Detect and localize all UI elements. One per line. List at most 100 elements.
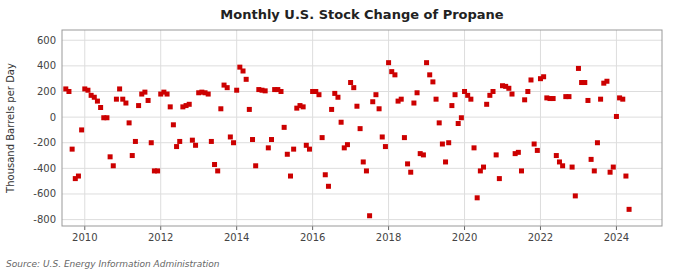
x-tick-label: 2024 <box>604 232 629 243</box>
point <box>554 153 559 158</box>
point <box>481 165 486 170</box>
point <box>253 163 258 168</box>
point <box>291 147 296 152</box>
point <box>620 97 625 102</box>
point <box>326 184 331 189</box>
point <box>316 92 321 97</box>
point <box>136 103 141 108</box>
point <box>551 96 556 101</box>
point <box>408 170 413 175</box>
y-tick-label: 600 <box>37 35 56 46</box>
point <box>472 145 477 150</box>
point <box>449 103 454 108</box>
point <box>516 150 521 155</box>
point <box>592 168 597 173</box>
point <box>380 134 385 139</box>
point <box>95 99 100 104</box>
point <box>437 120 442 125</box>
x-tick-label: 2014 <box>224 232 249 243</box>
point <box>402 135 407 140</box>
point <box>301 104 306 109</box>
point <box>598 97 603 102</box>
point <box>595 140 600 145</box>
point <box>345 142 350 147</box>
x-grid-line <box>312 30 313 226</box>
point <box>405 161 410 166</box>
x-tick-label: 2016 <box>300 232 325 243</box>
point <box>354 104 359 109</box>
x-grid-line <box>616 30 617 226</box>
point <box>608 170 613 175</box>
point <box>392 72 397 77</box>
y-grid-line <box>62 193 662 194</box>
chart: -800-600-400-200020040060020102012201420… <box>0 0 675 275</box>
point <box>168 104 173 109</box>
point <box>307 147 312 152</box>
y-tick-label: -600 <box>33 188 56 199</box>
point <box>623 174 628 179</box>
y-tick-label: 200 <box>37 86 56 97</box>
point <box>193 143 198 148</box>
point <box>335 95 340 100</box>
y-tick-label: 400 <box>37 60 56 71</box>
point <box>70 147 75 152</box>
point <box>383 144 388 149</box>
y-grid-line <box>62 219 662 220</box>
point <box>209 139 214 144</box>
point <box>269 137 274 142</box>
point <box>149 140 154 145</box>
point <box>627 207 632 212</box>
point <box>475 195 480 200</box>
point <box>506 86 511 91</box>
x-tick-mark <box>388 226 389 230</box>
x-grid-line <box>540 30 541 226</box>
point <box>206 92 211 97</box>
point <box>247 107 252 112</box>
point <box>522 97 527 102</box>
point <box>66 89 71 94</box>
plot-frame <box>62 30 662 226</box>
point <box>494 152 499 157</box>
point <box>453 92 458 97</box>
point <box>263 88 268 93</box>
point <box>79 127 84 132</box>
point <box>329 107 334 112</box>
point <box>117 86 122 91</box>
point <box>585 98 590 103</box>
y-tick-label: 0 <box>50 112 56 123</box>
x-tick-label: 2020 <box>452 232 477 243</box>
point <box>491 89 496 94</box>
x-tick-mark <box>236 226 237 230</box>
point <box>373 92 378 97</box>
y-grid-line <box>62 91 662 92</box>
x-grid-line <box>464 30 465 226</box>
point <box>282 125 287 130</box>
point <box>266 145 271 150</box>
x-tick-label: 2022 <box>528 232 553 243</box>
point <box>155 168 160 173</box>
y-tick-label: -800 <box>33 214 56 225</box>
point <box>339 120 344 125</box>
y-grid-line <box>62 40 662 41</box>
point <box>187 102 192 107</box>
x-tick-mark <box>160 226 161 230</box>
point <box>459 115 464 120</box>
point <box>215 168 220 173</box>
x-tick-mark <box>464 226 465 230</box>
point <box>285 152 290 157</box>
point <box>174 144 179 149</box>
point <box>165 92 170 97</box>
point <box>484 102 489 107</box>
point <box>361 159 366 164</box>
point <box>231 140 236 145</box>
point <box>85 88 90 93</box>
x-tick-mark <box>540 226 541 230</box>
point <box>434 97 439 102</box>
point <box>377 106 382 111</box>
point <box>468 97 473 102</box>
point <box>589 157 594 162</box>
point <box>456 121 461 126</box>
point <box>241 68 246 73</box>
point <box>497 176 502 181</box>
point <box>614 114 619 119</box>
